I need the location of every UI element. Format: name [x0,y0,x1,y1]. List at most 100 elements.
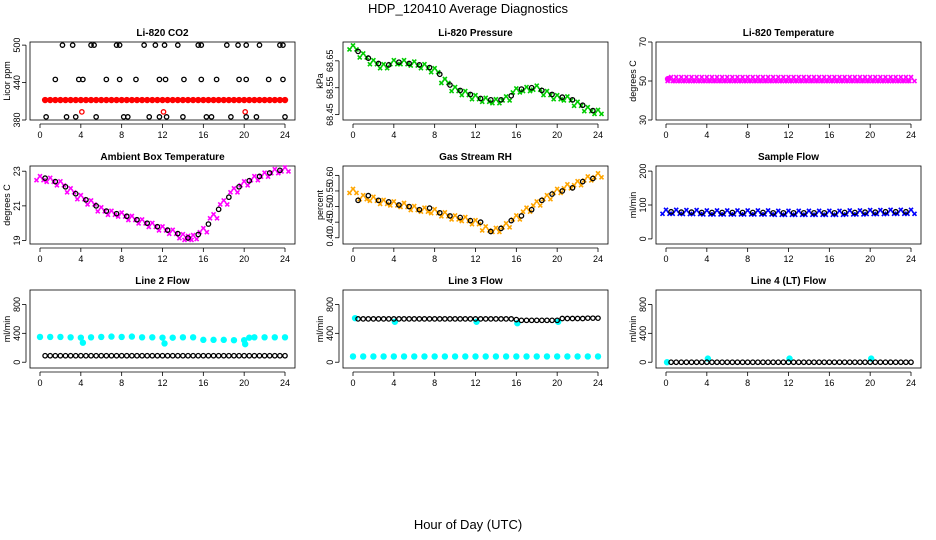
line2-flow-point-line2-cyan-19 [230,336,238,344]
pressure-point-pressure-points-0 [355,48,361,55]
rh-point-rh-band-19-1 [544,192,550,198]
box-temp-point-box-temp-line-16-2 [194,236,200,242]
line3-flow-point-line3-black-45 [584,315,591,322]
line3-flow-point-line3-black-40 [559,315,566,322]
line4-flow-point-line4-black-26 [800,359,807,366]
co2-point-zero-15 [282,114,288,120]
licor-temp-point-licor-temp-line-11-1 [724,74,730,80]
line3-flow-x-tick-label-4: 4 [391,378,396,388]
line2-flow-y-tick-label-400: 400 [12,326,22,341]
rh-point-rh-band-23-1 [585,173,591,180]
line3-flow-x-tick-label-20: 20 [552,378,562,388]
rh-point-rh-points-19 [549,191,555,197]
rh-point-rh-band-0-1 [350,186,356,192]
licor-temp-point-licor-temp-line-4-1 [688,74,695,80]
licor-temp-point-licor-temp-line-20-1 [770,74,776,80]
line4-flow-point-line4-black-44 [892,359,899,366]
line2-flow-point-line2-cyan-0 [36,333,44,341]
line3-flow-point-line3-cyan-low-5 [400,353,408,360]
sample-flow-point-sample-flow-points-2 [688,209,695,215]
box-temp-point-box-temp-line-18-1 [210,211,217,217]
box-temp-point-box-temp-line-24-2 [275,170,281,176]
line3-flow-x-tick-label-16: 16 [511,378,521,388]
licor-temp-x-axis: 0 4 8 12 16 20 24 [663,123,916,140]
licor-temp-point-licor-temp-line-26-0 [797,78,803,84]
licor-temp-point-licor-temp-line-46-0 [899,78,905,84]
line4-flow-y-tick-label-400: 400 [638,326,648,341]
line4-flow-series-line4-black [668,359,914,366]
rh-point-rh-band-8-1 [432,206,438,212]
box-temp-series-box-temp-points [42,167,283,241]
box-temp-point-box-temp-line-25-1 [282,164,288,171]
box-temp-ylabel: degrees C [2,184,12,226]
line4-flow-x-tick-label-24: 24 [906,378,916,388]
rh-point-rh-band-2-0 [367,198,373,204]
line3-flow-point-line3-cyan-low-7 [421,353,428,360]
box-temp-x-tick-label-20: 20 [239,254,249,264]
line2-flow-point-line2-black-16 [123,352,130,359]
licor-temp-point-licor-temp-line-43-0 [884,78,890,84]
pressure-point-pressure-points-3 [385,62,392,68]
line3-flow-point-line3-black-31 [513,316,520,323]
box-temp-point-box-temp-line-19-0 [217,201,223,207]
co2-point-span-4 [113,42,120,48]
line3-flow-point-line3-black-10 [406,316,412,322]
licor-temp-point-licor-temp-line-45-0 [894,78,900,84]
line3-flow-point-line3-cyan-low-19 [543,353,551,360]
box-temp-point-box-temp-line-23-1 [262,170,268,176]
licor-temp-point-licor-temp-line-38-1 [862,74,868,80]
co2-point-zero-5 [124,114,131,120]
licor-temp-point-licor-temp-line-42-1 [882,74,889,80]
licor-temp-point-licor-temp-line-14-0 [736,78,742,84]
sample-flow-point-sample-flow-line-7-1 [734,207,741,214]
pressure-point-pressure-points-1 [365,55,372,61]
line2-flow-point-line2-black-14 [113,352,120,359]
sample-flow-point-sample-flow-line-6-1 [724,207,730,214]
box-temp-point-box-temp-points-6 [103,208,110,214]
rh-point-rh-points-8 [436,209,443,216]
rh-frame [342,165,609,245]
line2-flow-point-line2-black-20 [144,352,151,359]
line2-flow-point-line2-cyan-23 [261,334,268,341]
box-temp-point-box-temp-points-21 [256,173,263,180]
sample-flow-point-sample-flow-line-0-1 [663,207,669,213]
licor-temp-point-licor-temp-line-0-1 [668,74,674,80]
box-temp-point-box-temp-points-9 [134,216,140,223]
box-temp-point-box-temp-line-4-0 [74,196,80,202]
licor-temp-point-licor-temp-line-22-0 [777,78,783,84]
co2-point-zero-1 [63,114,70,120]
line3-flow-point-line3-black-8 [396,316,402,322]
rh-point-rh-band-21-1 [564,181,570,187]
sample-flow-x-tick-label-4: 4 [704,254,709,264]
line2-flow-point-line2-cyan-10 [138,334,146,341]
licor-temp-point-licor-temp-line-41-1 [877,74,883,80]
line4-flow-series-line4-cyan [663,355,875,366]
licor-temp-y-axis: 30 50 70 [638,37,653,125]
line4-flow-point-line4-black-24 [790,359,797,366]
co2-point-span-3 [91,42,97,48]
line3-flow-point-line3-black-35 [533,317,540,324]
box-temp-point-box-temp-line-10-1 [139,216,145,223]
rh-point-rh-points-15 [508,217,515,224]
rh-point-rh-band-15-2 [507,224,513,230]
line4-flow-point-line4-black-19 [765,359,771,366]
line4-flow-point-line4-black-25 [795,359,802,366]
rh-point-rh-band-14-1 [493,225,499,231]
sample-flow-point-sample-flow-line-24-1 [908,207,914,213]
box-temp-point-box-temp-points-12 [164,227,171,233]
line3-flow-point-line3-black-24 [477,316,484,322]
line3-flow-point-line3-black-39 [554,317,561,324]
rh-x-tick-label-24: 24 [593,254,603,264]
line2-flow-point-line2-black-30 [195,352,202,359]
box-temp-point-box-temp-line-24-1 [272,166,278,172]
rh-point-rh-band-9-1 [442,209,448,215]
licor-temp-point-licor-temp-line-15-0 [741,78,747,84]
licor-temp-point-licor-temp-line-36-0 [848,78,854,84]
line4-flow-point-line4-black-6 [698,359,705,366]
box-temp-x-tick-label-0: 0 [37,254,42,264]
box-temp-point-box-temp-line-16-1 [190,232,196,238]
rh-point-rh-band-21-0 [561,185,567,191]
licor-temp-point-licor-temp-line-16-0 [746,78,752,84]
pressure-point-pressure-band-8-0 [428,69,434,75]
